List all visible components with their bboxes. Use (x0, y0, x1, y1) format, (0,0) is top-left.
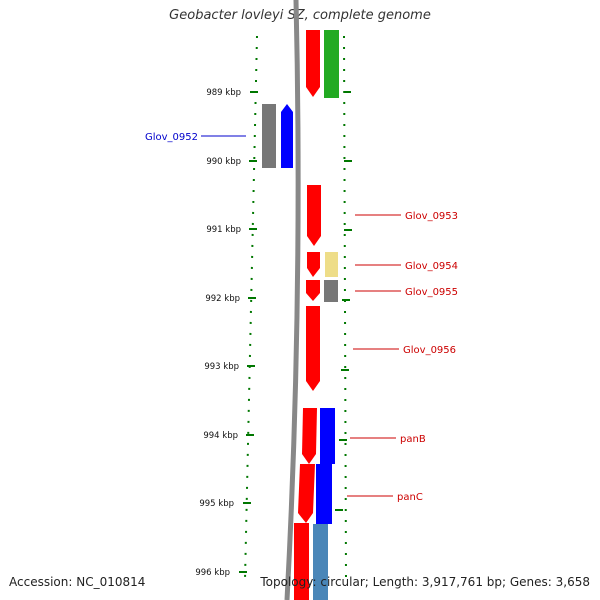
ruler-label: 989 kbp (206, 88, 241, 98)
ruler-label: 996 kbp (195, 568, 230, 578)
ruler-label: 990 kbp (206, 157, 241, 167)
gene-arrow-glov-0954[interactable] (307, 252, 320, 277)
genome-stats-text: Topology: circular; Length: 3,917,761 bp… (260, 575, 590, 589)
ruler-label: 994 kbp (203, 431, 238, 441)
ruler-label: 995 kbp (199, 499, 234, 509)
gene-arrow-glov-0955[interactable] (306, 280, 320, 301)
gene-block-yellow[interactable] (325, 252, 338, 277)
gene-label-glov-0953[interactable]: Glov_0953 (405, 211, 458, 222)
ruler-label: 993 kbp (204, 362, 239, 372)
gene-arrow-red[interactable] (306, 30, 320, 97)
ruler-label: 991 kbp (206, 225, 241, 235)
ruler-label: 992 kbp (205, 294, 240, 304)
gene-arrow-glov-0956[interactable] (306, 306, 320, 391)
gene-block-blue-panc[interactable] (316, 464, 332, 524)
gene-arrow-glov-0953[interactable] (307, 185, 321, 246)
gene-block-gray-2[interactable] (324, 280, 338, 302)
gene-block-gray[interactable] (262, 104, 276, 168)
gene-label-panc[interactable]: panC (397, 492, 423, 503)
genome-backbone (284, 0, 301, 600)
gene-arrow-blue-glov-0952[interactable] (281, 104, 293, 168)
ruler-dotted-left (244, 35, 258, 581)
gene-label-panb[interactable]: panB (400, 434, 426, 445)
genome-title: Geobacter lovleyi SZ, complete genome (169, 8, 431, 23)
accession-text: Accession: NC_010814 (9, 575, 146, 589)
gene-label-glov-0956[interactable]: Glov_0956 (403, 345, 456, 356)
ruler-ticks-right (335, 91, 352, 511)
gene-block-red-bottom[interactable] (294, 523, 309, 600)
gene-label-glov-0955[interactable]: Glov_0955 (405, 287, 458, 298)
gene-arrow-panc[interactable] (298, 464, 315, 523)
gene-label-glov-0952[interactable]: Glov_0952 (145, 132, 198, 143)
ruler-dotted-right (343, 35, 347, 581)
gene-block-blue-panb[interactable] (320, 408, 335, 464)
gene-label-glov-0954[interactable]: Glov_0954 (405, 261, 458, 272)
gene-block-green[interactable] (324, 30, 339, 98)
gene-arrow-panb[interactable] (302, 408, 317, 464)
gene-block-steelblue[interactable] (313, 524, 328, 600)
